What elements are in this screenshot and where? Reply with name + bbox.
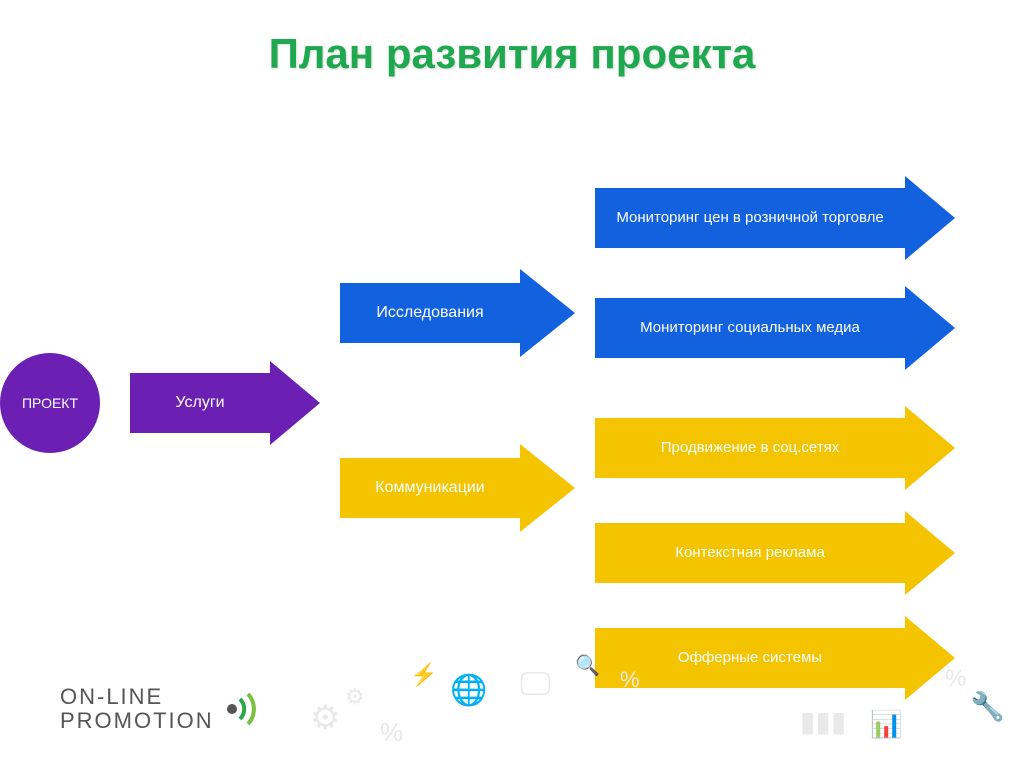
arrow-head-icon: [520, 444, 575, 532]
arrow-label: Мониторинг цен в розничной торговле: [595, 188, 905, 248]
arrow-services: Услуги: [130, 373, 320, 433]
footer-logo: ON-LINE PROMOTION: [60, 685, 262, 733]
bolt-icon: ⚡: [410, 662, 437, 688]
barchart-icon: ▮▮▮: [800, 705, 846, 738]
arrow-head-icon: [270, 361, 320, 445]
arrow-head-icon: [905, 406, 955, 490]
arrow-label: Мониторинг социальных медиа: [595, 298, 905, 358]
arrow-head-icon: [905, 616, 955, 700]
arrow-head-icon: [520, 269, 575, 357]
flow-diagram: ПРОЕКТ Услуги Исследования Коммуникации Мони…: [0, 98, 1024, 648]
globe-icon: 🌐: [450, 673, 487, 708]
arrow-label: Продвижение в соц.сетях: [595, 418, 905, 478]
arrow-monitoring-prices: Мониторинг цен в розничной торговле: [595, 188, 955, 248]
root-node: ПРОЕКТ: [0, 353, 100, 453]
arrow-social-push: Продвижение в соц.сетях: [595, 418, 955, 478]
monitor-icon: 🖵: [520, 665, 551, 703]
arrow-offer-systems: Офферные системы: [595, 628, 955, 688]
wrench-icon: 🔧: [970, 690, 1005, 723]
barchart-icon: 📊: [870, 709, 902, 740]
arrow-label: Контекстная реклама: [595, 523, 905, 583]
arrow-label: Коммуникации: [340, 458, 520, 518]
arrow-head-icon: [905, 176, 955, 260]
arrow-communications: Коммуникации: [340, 458, 575, 518]
logo-line2: PROMOTION: [60, 709, 214, 733]
arrow-head-icon: [905, 511, 955, 595]
arrow-label: Исследования: [340, 283, 520, 343]
logo-broadcast-icon: [222, 689, 262, 729]
arrow-label: Офферные системы: [595, 628, 905, 688]
arrow-monitoring-social: Мониторинг социальных медиа: [595, 298, 955, 358]
arrow-context-ads: Контекстная реклама: [595, 523, 955, 583]
gear-icon: ⚙: [345, 684, 365, 710]
page-title: План развития проекта: [0, 0, 1024, 78]
arrow-research: Исследования: [340, 283, 575, 343]
gear-icon: ⚙: [310, 698, 340, 738]
percent-icon: %: [380, 717, 403, 748]
arrow-label: Услуги: [130, 373, 270, 433]
logo-line1: ON-LINE: [60, 685, 214, 709]
arrow-head-icon: [905, 286, 955, 370]
logo-text: ON-LINE PROMOTION: [60, 685, 214, 733]
